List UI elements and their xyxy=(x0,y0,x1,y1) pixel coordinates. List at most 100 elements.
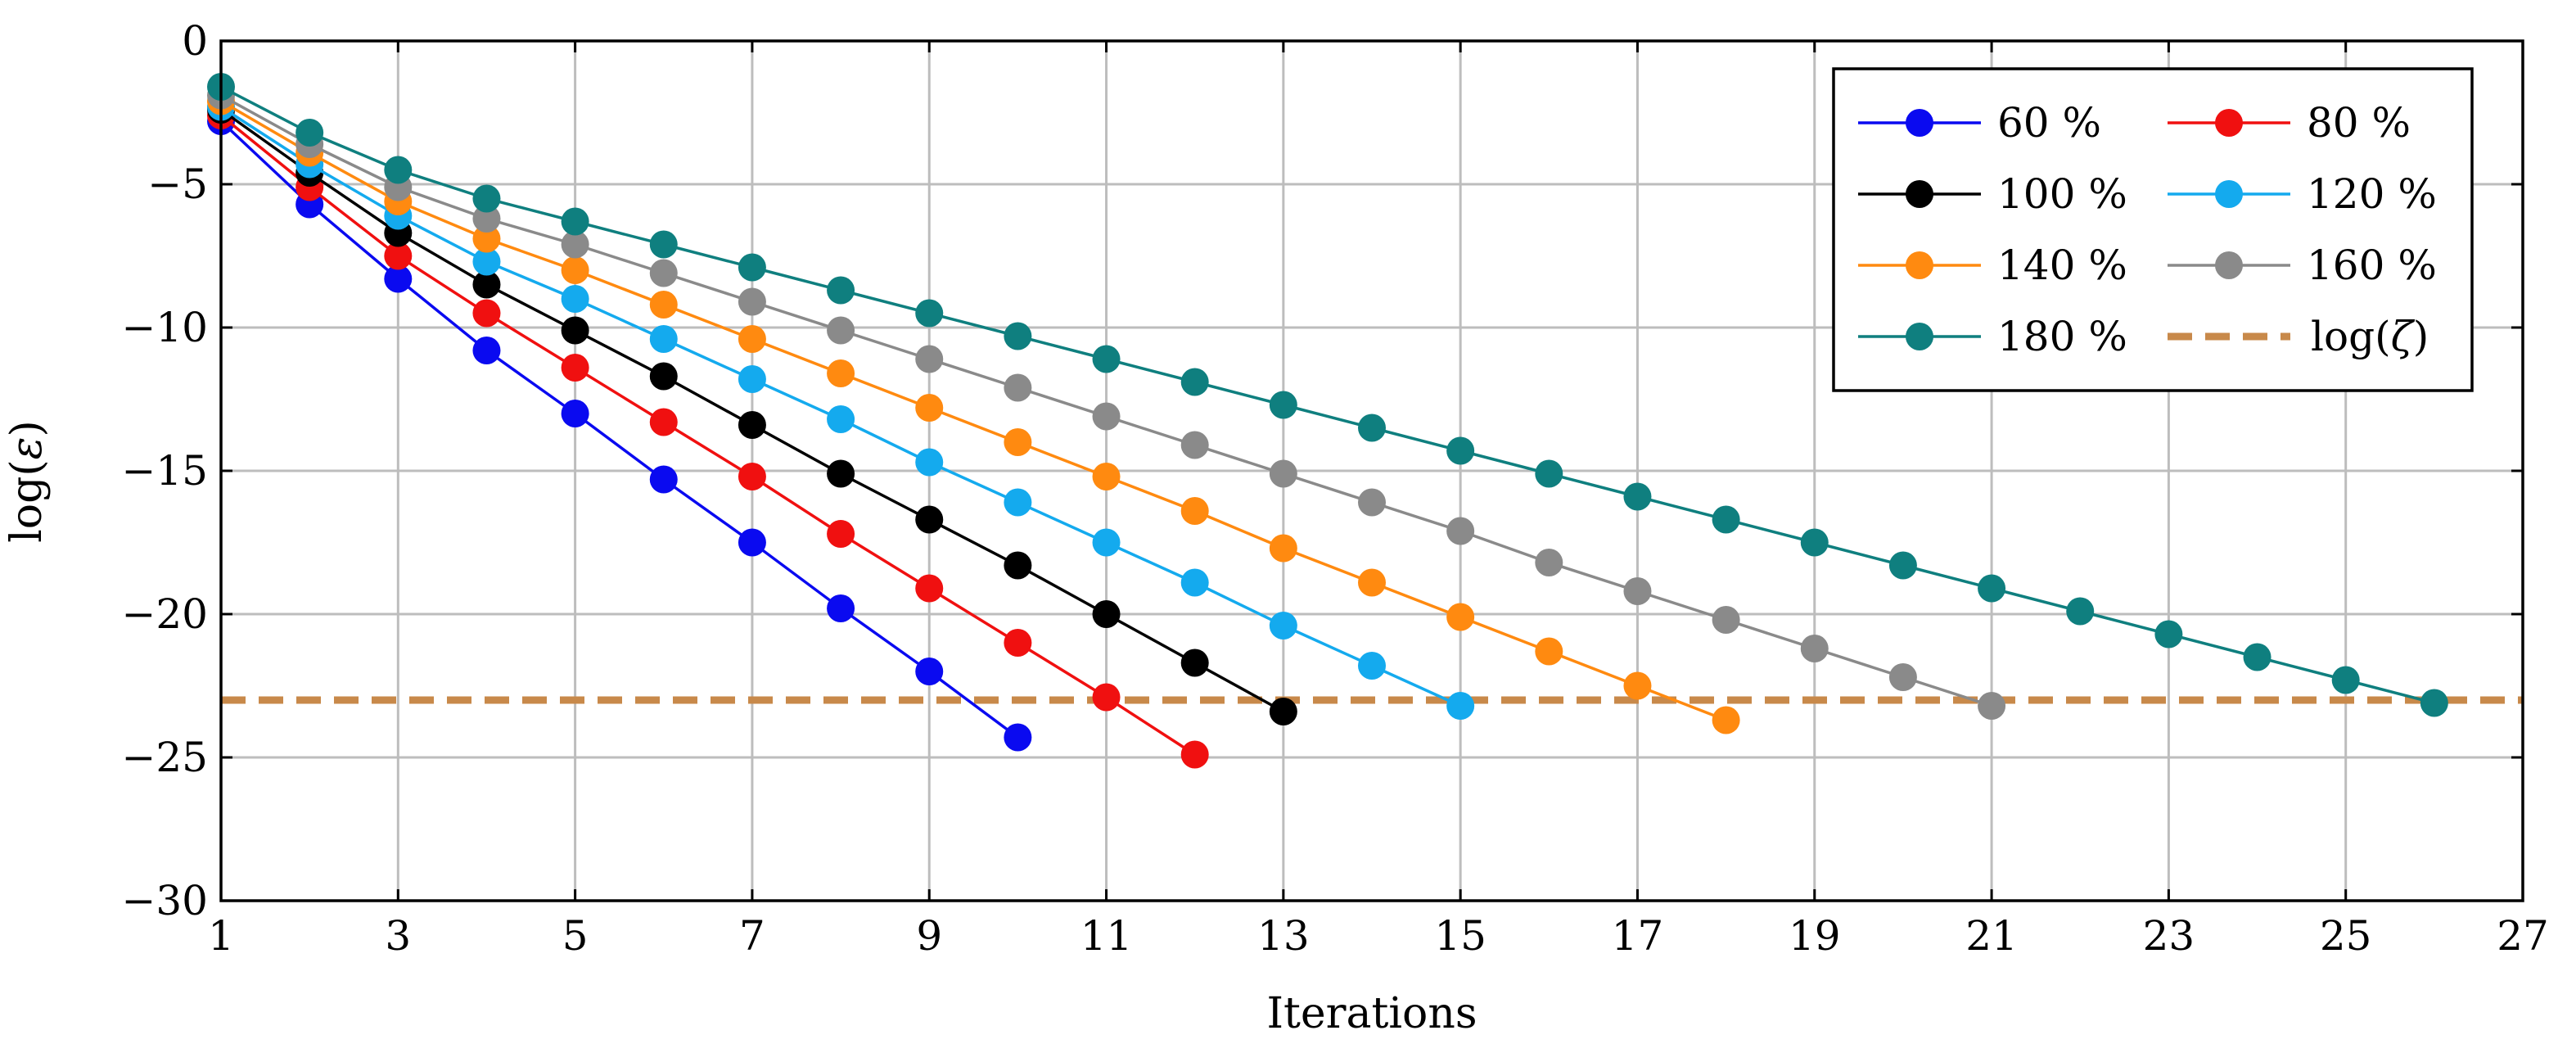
data-point xyxy=(1092,463,1121,490)
data-point xyxy=(2243,643,2271,671)
data-point xyxy=(827,316,855,345)
y-tick-label: −25 xyxy=(121,734,208,781)
y-axis-label-suffix: ) xyxy=(2,420,52,436)
data-point xyxy=(827,520,855,548)
x-tick-label: 13 xyxy=(1257,912,1310,960)
data-point xyxy=(384,242,413,270)
legend: 60 % 80 % 100 % 120 % 140 % 160 % 180 % log(ζ) xyxy=(1832,67,2474,392)
data-point xyxy=(1712,606,1740,634)
data-point xyxy=(1092,600,1121,628)
data-point xyxy=(472,299,501,328)
data-point xyxy=(1004,629,1032,657)
data-point xyxy=(1535,459,1563,488)
data-point xyxy=(2066,597,2095,626)
legend-label-prefix: log( xyxy=(2311,313,2391,360)
y-tick-label: −10 xyxy=(121,304,208,351)
data-point xyxy=(738,365,766,393)
data-point xyxy=(1358,414,1386,442)
y-tick-label: −20 xyxy=(121,590,208,638)
data-point xyxy=(649,465,678,494)
data-point xyxy=(384,156,413,184)
legend-label: 160 % xyxy=(2307,242,2437,289)
data-point xyxy=(1888,551,1917,580)
data-point xyxy=(649,325,678,353)
data-point xyxy=(738,411,766,439)
data-point xyxy=(1092,345,1121,373)
legend-entry: 100 % xyxy=(1858,170,2127,218)
x-tick-label: 25 xyxy=(2320,912,2372,960)
data-point xyxy=(1800,635,1829,662)
data-point xyxy=(1004,723,1032,752)
data-point xyxy=(649,230,678,259)
x-tick-label: 21 xyxy=(1965,912,2018,960)
y-axis-label-prefix: log( xyxy=(2,459,52,543)
legend-marker xyxy=(2215,180,2243,208)
legend-marker xyxy=(1906,180,1933,208)
data-point xyxy=(738,253,766,282)
data-point xyxy=(1180,649,1209,677)
data-point xyxy=(649,362,678,391)
data-point xyxy=(915,394,944,422)
data-point xyxy=(1712,706,1740,734)
data-point xyxy=(561,354,589,382)
y-tick-label: −15 xyxy=(121,447,208,495)
x-tick-label: 7 xyxy=(739,912,765,960)
data-point xyxy=(1623,577,1652,605)
data-point xyxy=(1092,683,1121,712)
legend-label: log(ζ) xyxy=(2311,313,2429,360)
series-line xyxy=(219,120,1019,739)
data-point xyxy=(1269,612,1297,640)
data-point xyxy=(1978,574,2006,603)
y-tick-label: −5 xyxy=(147,160,208,208)
data-point xyxy=(738,463,766,490)
x-tick-label: 11 xyxy=(1080,912,1133,960)
data-point xyxy=(1535,637,1563,666)
data-point xyxy=(649,291,678,319)
legend-label: 120 % xyxy=(2307,170,2437,218)
data-point xyxy=(827,459,855,488)
legend-marker xyxy=(1906,251,1933,279)
data-point xyxy=(561,207,589,236)
series-140-percent xyxy=(207,87,1740,734)
x-tick-label: 1 xyxy=(208,912,234,960)
data-point xyxy=(1004,322,1032,350)
data-point xyxy=(1623,482,1652,511)
data-point xyxy=(1446,692,1475,720)
data-point xyxy=(472,224,501,253)
data-point xyxy=(295,119,324,147)
legend-entry: 140 % xyxy=(1858,242,2127,289)
legend-entry: 160 % xyxy=(2168,242,2437,289)
y-tick-label: −30 xyxy=(121,877,208,924)
x-tick-label: 9 xyxy=(916,912,942,960)
data-point xyxy=(1004,488,1032,517)
data-point xyxy=(649,408,678,436)
data-point xyxy=(827,594,855,622)
data-point xyxy=(1978,692,2006,720)
data-point xyxy=(1358,568,1386,597)
data-point xyxy=(384,264,413,293)
data-point xyxy=(738,528,766,557)
data-point xyxy=(827,405,855,433)
legend-label: 100 % xyxy=(1997,170,2127,218)
data-point xyxy=(561,316,589,345)
y-axis-label-symbol: ε xyxy=(2,436,52,459)
data-point xyxy=(1004,373,1032,402)
data-point xyxy=(915,658,944,685)
y-tick-label: 0 xyxy=(182,17,208,65)
data-point xyxy=(1269,534,1297,563)
data-point xyxy=(1269,698,1297,725)
data-point xyxy=(2154,620,2183,649)
data-point xyxy=(472,184,501,213)
tick-labels: 1 3 5 7 9 11 13 15 17 19 21 23 25 270−5−10−15−20−25−3… xyxy=(121,17,2548,960)
data-point xyxy=(1092,402,1121,431)
legend-label: 140 % xyxy=(1997,242,2127,289)
x-axis-label: Iterations xyxy=(1266,989,1477,1038)
legend-entry: 60 % xyxy=(1858,99,2101,147)
data-point xyxy=(915,345,944,373)
data-point xyxy=(1446,436,1475,465)
data-point xyxy=(472,337,501,364)
legend-label-symbol: ζ xyxy=(2391,313,2416,360)
series-line xyxy=(220,85,2435,705)
data-point xyxy=(649,259,678,287)
